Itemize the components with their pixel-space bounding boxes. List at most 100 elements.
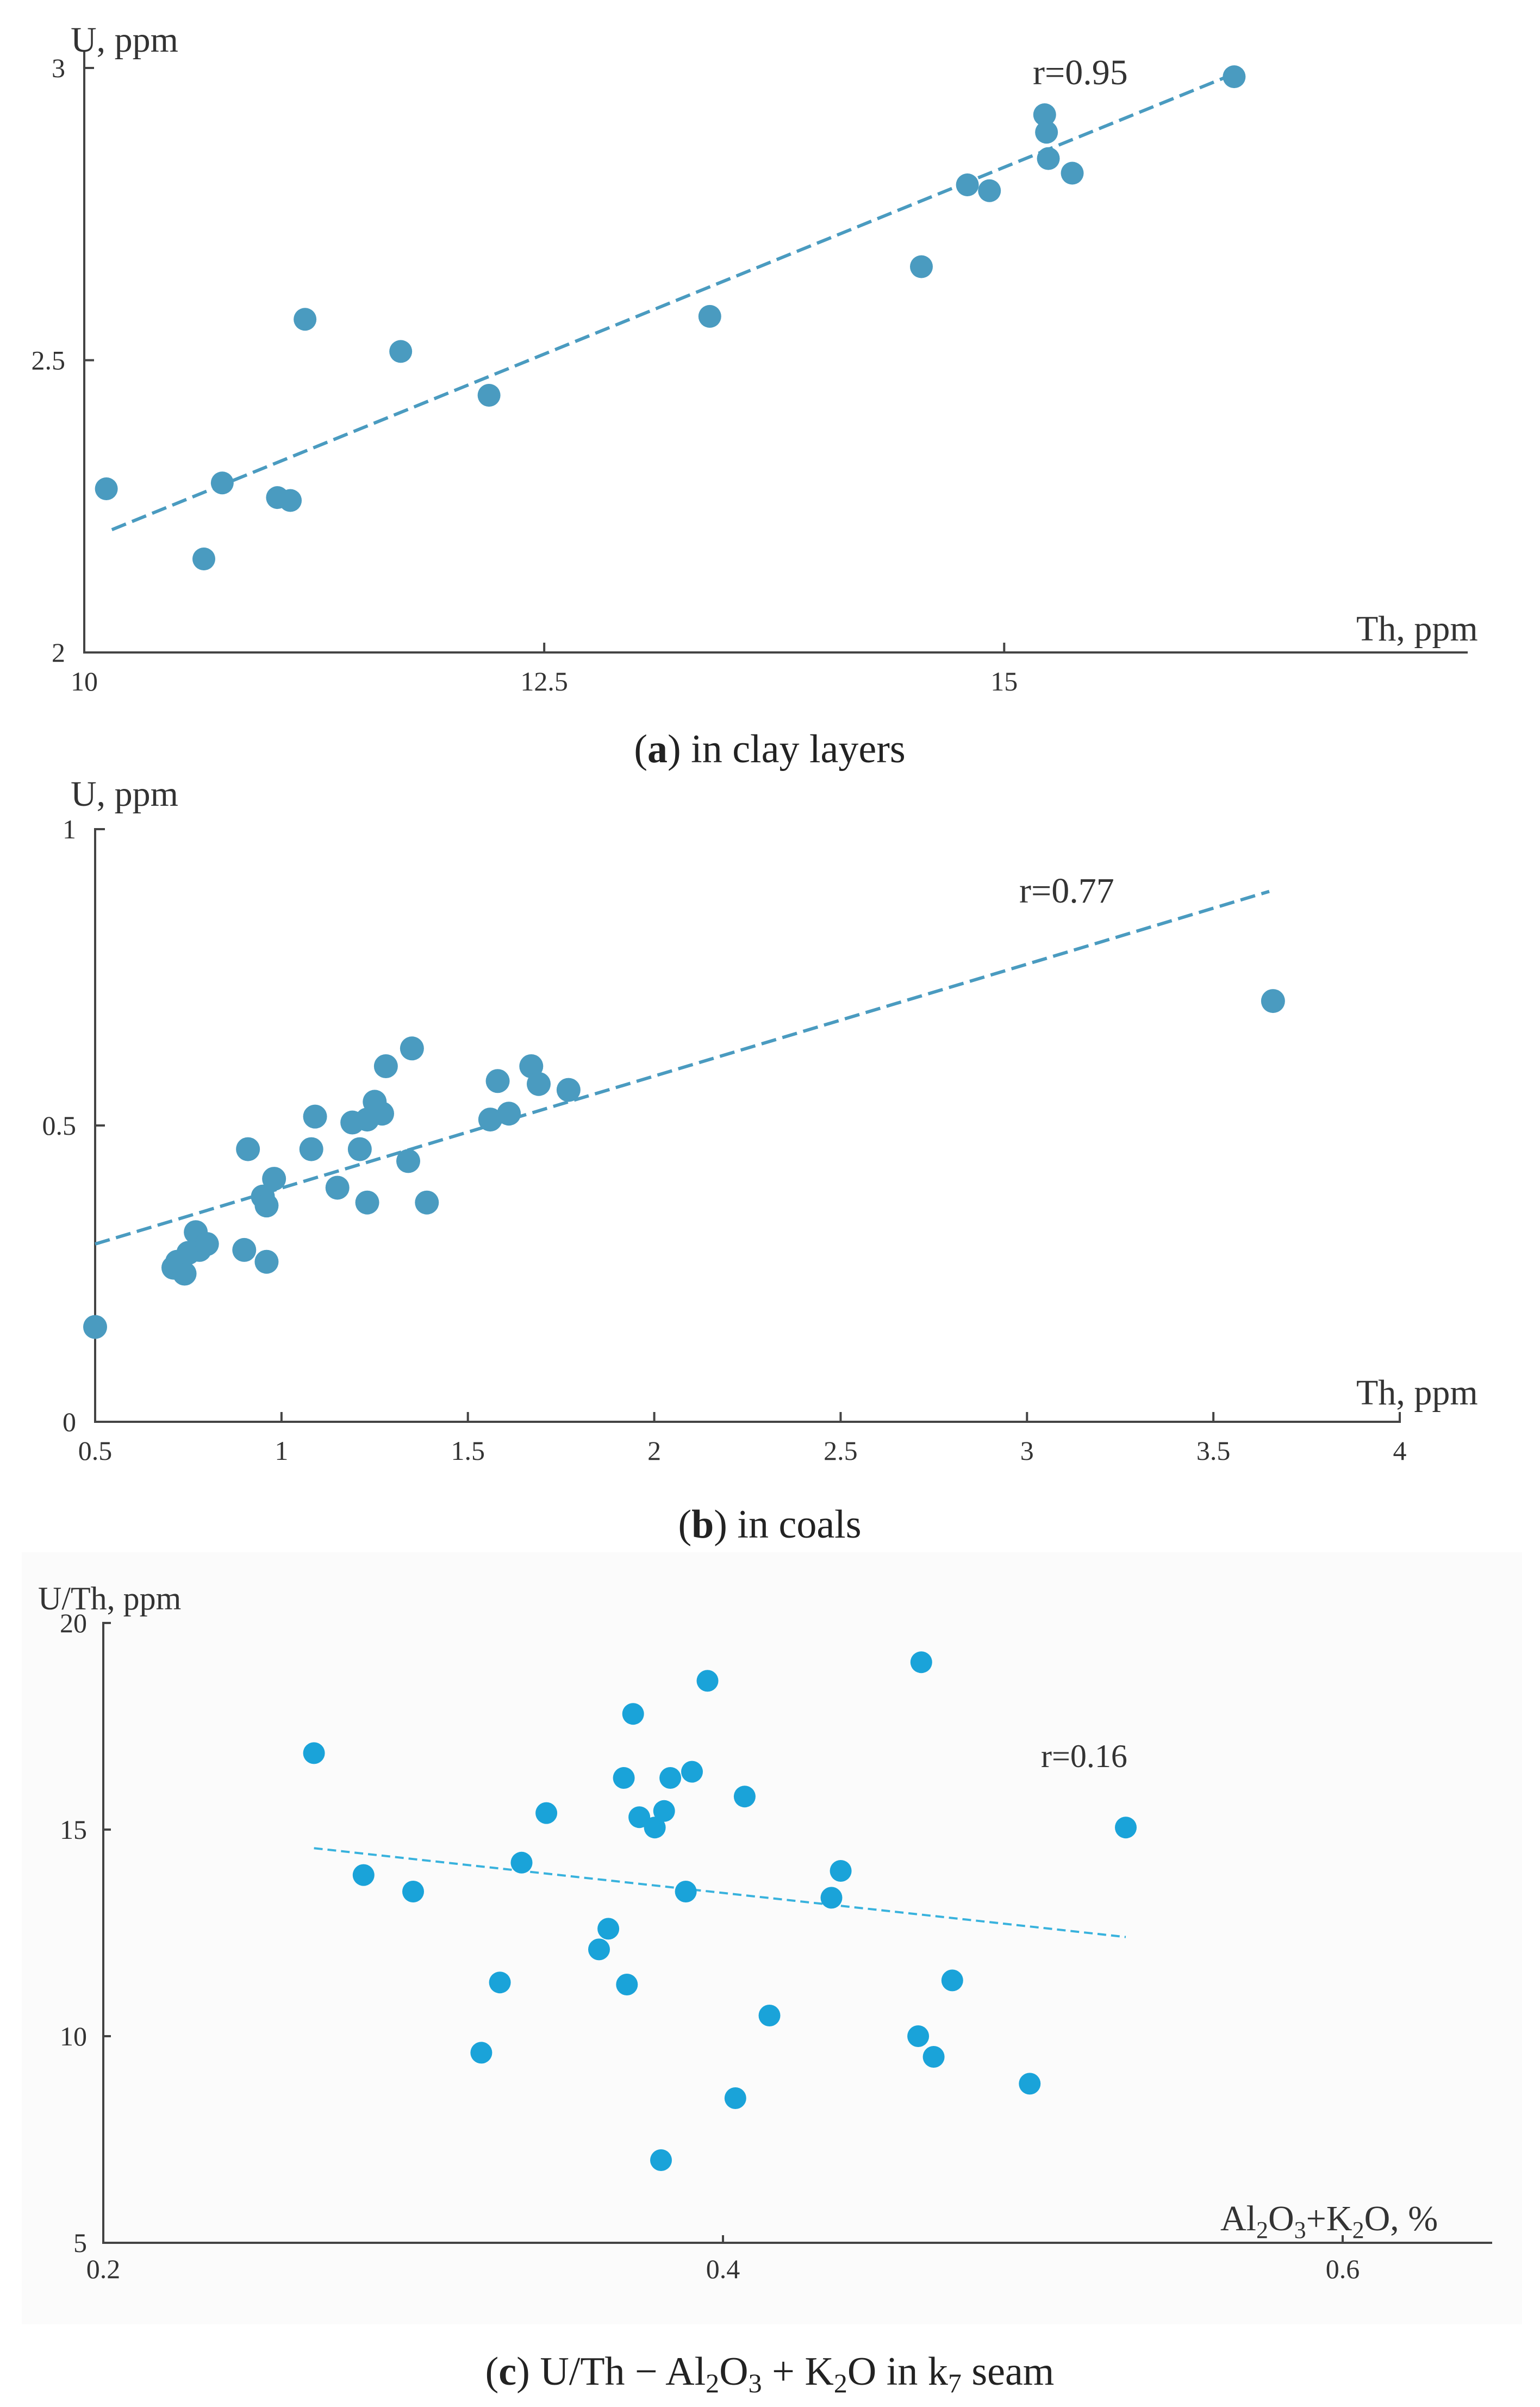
panel-b-data-point: [232, 1237, 257, 1262]
panel-a-y-tick-label: 2.5: [32, 345, 66, 376]
panel-b-data-point: [254, 1193, 279, 1218]
panel-c-data-point: [675, 1881, 697, 1902]
panel-b-data-point: [478, 1108, 502, 1132]
panel-c-data-point: [941, 1969, 963, 1992]
panel-b-data-point: [370, 1102, 394, 1126]
panel-c-data-point: [470, 2042, 492, 2064]
panel-a-data-point: [1037, 147, 1060, 170]
panel-a-x-tick-label: 10: [71, 666, 98, 696]
panel-b-x-tick-label: 1: [275, 1435, 288, 1466]
panel-c-y-tick-label: 20: [60, 1608, 87, 1638]
panel-c-data-point: [597, 1918, 620, 1940]
panel-c-data-point: [922, 2046, 945, 2068]
panel-b-x-tick-label: 3.5: [1196, 1435, 1231, 1466]
panel-c-data-point: [758, 2005, 781, 2026]
panel-b-coals: 00.510.5 1 1.5 2 2.5 3 3.5 4 U, ppm Th, ppm r=0…: [42, 774, 1478, 1547]
panel-b-trend-line: [95, 890, 1270, 1246]
panel-b-y-tick-label: 1: [63, 814, 76, 844]
panel-c-data-point: [650, 2149, 672, 2171]
panel-b-data-point: [236, 1137, 260, 1161]
panel-a-y-axis-title: U, ppm: [71, 20, 178, 60]
panel-b-x-tick-label: 2: [647, 1435, 661, 1466]
panel-a-data-point: [279, 489, 302, 512]
panel-a-data-point: [910, 255, 933, 278]
panel-b-data-point: [485, 1069, 510, 1093]
panel-c-caption: (c) U/Th − Al2O3 + K2O in k7 seam: [485, 2349, 1055, 2398]
panel-c-trend-line: [314, 1847, 1126, 1938]
panel-b-caption-text: in coals: [727, 1502, 862, 1547]
panel-b-x-axis-title: Th, ppm: [1356, 1373, 1478, 1413]
panel-c-data-point: [489, 1971, 511, 1994]
panel-b-data-point: [83, 1315, 107, 1339]
panel-b-data-point: [262, 1167, 286, 1191]
panel-c-data-point: [535, 1802, 558, 1824]
panel-c-data-point: [622, 1703, 644, 1725]
panel-c-x-tick-label: 0.6: [1326, 2254, 1360, 2284]
panel-c-data-point: [696, 1670, 719, 1692]
panel-a-x-tick-label: 12.5: [520, 666, 568, 696]
panel-a-caption-letter: a: [647, 727, 668, 772]
panel-b-data-point: [303, 1104, 327, 1129]
panel-a-data-point: [477, 384, 501, 407]
panel-a-caption: (a) in clay layers: [634, 727, 905, 772]
panel-a-data-point: [978, 179, 1001, 202]
panel-a-data-point: [1061, 161, 1084, 185]
panel-a-data-point: [1035, 121, 1058, 144]
panel-a-data-point: [1223, 65, 1246, 89]
panel-a-data-point: [192, 548, 215, 570]
panel-a-clay-layers: 2 2.5 3 10 12.5 15 U, ppm Th, ppm r=0.95 (a) …: [32, 20, 1478, 772]
panel-a-correlation-label: r=0.95: [1033, 53, 1128, 92]
panel-b-data-point: [415, 1190, 439, 1215]
panel-c-data-point: [1019, 2073, 1041, 2095]
panel-c-data-point: [907, 2025, 930, 2047]
panel-b-data-point: [172, 1261, 197, 1286]
panel-c-data-point: [616, 1974, 638, 1995]
panel-c-y-axis-title: U/Th, ppm: [38, 1581, 181, 1616]
panel-b-y-axis-title: U, ppm: [71, 774, 178, 814]
panel-a-trend-line: [111, 72, 1235, 532]
panel-b-caption: (b) in coals: [678, 1502, 861, 1547]
panel-c-data-point: [724, 2087, 746, 2109]
panel-a-data-point: [956, 173, 979, 196]
panel-b-x-tick-label: 0.5: [78, 1435, 113, 1466]
panel-b-y-tick-label: 0: [63, 1407, 76, 1437]
panel-c-data-point: [733, 1786, 756, 1808]
panel-b-data-point: [254, 1249, 279, 1274]
panel-c-x-tick-label: 0.2: [86, 2254, 121, 2284]
panel-b-data-point: [373, 1054, 398, 1078]
panel-c-data-point: [1115, 1817, 1137, 1839]
panel-c-data-point: [402, 1881, 424, 1902]
panel-b-x-tick-label: 2.5: [824, 1435, 858, 1466]
panel-c-data-point: [303, 1742, 325, 1764]
panel-a-data-point: [210, 471, 234, 495]
panel-b-correlation-label: r=0.77: [1019, 871, 1114, 911]
panel-a-x-tick-label: 15: [990, 666, 1018, 696]
panel-c-data-point: [681, 1761, 703, 1783]
panel-c-data-point: [910, 1651, 932, 1674]
panel-b-data-point: [497, 1102, 521, 1126]
panel-b-y-tick-label: 0.5: [42, 1110, 77, 1141]
panel-a-data-point: [698, 304, 721, 328]
panel-b-data-point: [355, 1190, 379, 1215]
panel-a-y-tick-label: 3: [52, 53, 65, 83]
panel-a-data-point: [1033, 103, 1056, 126]
panel-c-data-point: [659, 1767, 682, 1789]
panel-c-data-point: [830, 1860, 852, 1882]
panel-b-x-tick-label: 1.5: [451, 1435, 485, 1466]
panel-c-data-point: [613, 1767, 635, 1789]
panel-c-background: [22, 1552, 1522, 2324]
panel-b-data-point: [299, 1137, 323, 1161]
panel-c-data-point: [628, 1806, 651, 1828]
panel-a-data-point: [389, 340, 413, 363]
panel-b-x-tick-label: 3: [1020, 1435, 1034, 1466]
panel-c-data-point: [820, 1887, 843, 1909]
panel-a-y-tick-label: 2: [52, 637, 65, 668]
panel-c-correlation-label: r=0.16: [1041, 1738, 1127, 1774]
panel-c-y-tick-label: 5: [73, 2228, 87, 2258]
panel-c-y-tick-label: 15: [60, 1814, 87, 1845]
panel-a-data-point: [294, 308, 317, 331]
panel-b-data-point: [556, 1078, 581, 1102]
panel-c-data-point: [510, 1851, 533, 1874]
panel-c-x-tick-label: 0.4: [706, 2254, 740, 2284]
